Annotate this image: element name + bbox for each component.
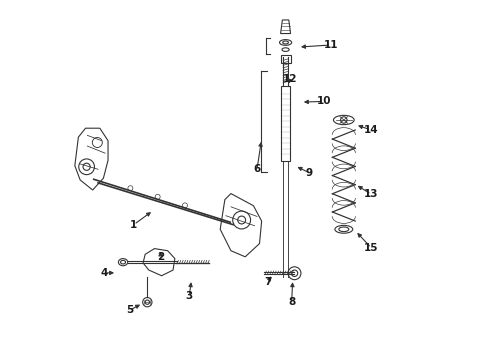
Text: 11: 11 [323,40,338,50]
Text: 1: 1 [130,220,137,230]
Text: 6: 6 [253,164,260,174]
Text: 5: 5 [125,305,133,315]
Text: 4: 4 [101,268,108,278]
Text: 13: 13 [364,189,378,199]
Text: 2: 2 [157,252,164,262]
Text: 8: 8 [287,297,295,307]
Text: 12: 12 [283,74,297,84]
Text: 3: 3 [185,291,192,301]
Text: 9: 9 [305,168,312,178]
Text: 7: 7 [264,277,271,287]
Text: 10: 10 [316,96,330,107]
Text: 14: 14 [363,125,378,135]
Text: 15: 15 [364,243,378,253]
